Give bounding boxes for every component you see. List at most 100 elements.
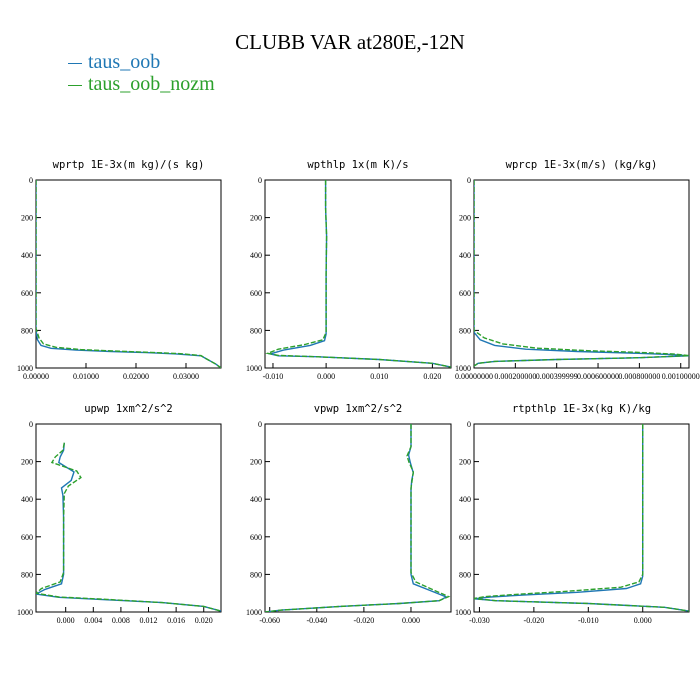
y-tick-label: 800	[21, 570, 33, 579]
x-tick-label: -0.040	[306, 616, 327, 625]
panel-4: upwp 1xm^2/s^2 0 200 400 600 800 1000 0.000 0.00…	[17, 403, 222, 625]
y-tick-label: 1000	[246, 608, 262, 617]
y-tick-label: 0	[258, 176, 262, 185]
y-tick-label: 0	[29, 176, 33, 185]
y-tick-label: 600	[21, 289, 33, 298]
y-tick-label: 400	[21, 251, 33, 260]
series-line-taus-oob-nozm	[36, 180, 221, 368]
series-line-taus-oob-nozm	[265, 424, 451, 612]
plot-frame	[473, 423, 690, 613]
y-tick-label: 200	[459, 214, 471, 223]
y-tick-label: 600	[250, 533, 262, 542]
y-tick-label: 800	[459, 570, 471, 579]
y-tick-label: 200	[21, 458, 33, 467]
x-tick-label: 0.000600000	[577, 372, 619, 381]
x-tick-label: 0.010	[370, 372, 388, 381]
x-tick-label: 0.03000	[173, 372, 199, 381]
series-line-taus-oob	[474, 424, 689, 612]
y-tick-label: 0	[258, 420, 262, 429]
y-tick-label: 200	[21, 214, 33, 223]
y-tick-label: 800	[250, 326, 262, 335]
x-tick-label: 0.012	[140, 616, 158, 625]
y-tick-label: 400	[459, 251, 471, 260]
y-tick-label: 1000	[17, 608, 33, 617]
series-line-taus-oob-nozm	[36, 442, 221, 612]
y-tick-label: 400	[459, 495, 471, 504]
y-tick-label: 0	[467, 420, 471, 429]
y-tick-label: 1000	[17, 364, 33, 373]
y-tick-label: 600	[250, 289, 262, 298]
series-line-taus-oob-nozm	[474, 424, 689, 612]
plot-frame	[264, 179, 452, 369]
y-tick-label: 1000	[246, 364, 262, 373]
x-tick-label: 0.020	[423, 372, 441, 381]
panel-1: wprtp 1E-3x(m kg)/(s kg) 0 200 400 600 800 100…	[17, 159, 222, 381]
y-tick-label: 600	[459, 289, 471, 298]
y-tick-label: 200	[250, 214, 262, 223]
legend-label-taus-oob: taus_oob	[88, 51, 161, 73]
series-line-taus-oob-nozm	[265, 180, 451, 368]
x-tick-label: 0.000	[634, 616, 652, 625]
x-tick-label: -0.060	[259, 616, 280, 625]
legend-entry-taus-oob-nozm: taus_oob_nozm	[68, 73, 215, 96]
panel-title: wprtp 1E-3x(m kg)/(s kg)	[53, 159, 205, 171]
x-tick-label: -0.020	[524, 616, 545, 625]
x-tick-label: -0.020	[354, 616, 375, 625]
x-tick-label: 0.02000	[123, 372, 149, 381]
plot-frame	[35, 179, 222, 369]
legend-swatch-taus-oob	[68, 62, 82, 64]
x-tick-label: 0.000399999	[536, 372, 578, 381]
plot-frame	[264, 423, 452, 613]
y-tick-label: 0	[29, 420, 33, 429]
y-tick-label: 600	[21, 533, 33, 542]
legend-label-taus-oob-nozm: taus_oob_nozm	[88, 73, 215, 95]
x-tick-label: 0.008	[112, 616, 130, 625]
panel-5: vpwp 1xm^2/s^2 0 200 400 600 800 1000-0.060 -0.…	[246, 403, 452, 625]
x-tick-label: 0.016	[167, 616, 185, 625]
y-tick-label: 800	[459, 326, 471, 335]
y-tick-label: 800	[250, 570, 262, 579]
y-tick-label: 400	[250, 251, 262, 260]
panel-6: rtpthlp 1E-3x(kg K)/kg02004006008001000-…	[455, 403, 690, 625]
x-tick-label: 0.00000	[23, 372, 49, 381]
series-line-taus-oob	[267, 180, 451, 368]
x-tick-label: 0.000	[57, 616, 75, 625]
y-tick-label: 1000	[455, 364, 471, 373]
y-tick-label: 200	[250, 458, 262, 467]
x-tick-label: 0.000	[402, 616, 420, 625]
y-tick-label: 800	[21, 326, 33, 335]
y-tick-label: 600	[459, 533, 471, 542]
x-tick-label: 0.00100000	[662, 372, 700, 381]
legend-swatch-taus-oob-nozm	[68, 84, 82, 86]
series-line-taus-oob	[474, 180, 689, 367]
y-tick-label: 0	[467, 176, 471, 185]
x-tick-label: 0.000	[317, 372, 335, 381]
y-tick-label: 400	[250, 495, 262, 504]
x-tick-label: 0.000200000	[494, 372, 536, 381]
figure-title: CLUBB VAR at280E,-12N	[235, 30, 465, 54]
panel-3: wprcp 1E-3x(m/s) (kg/kg) 0 200 400 600 800 100…	[455, 159, 700, 381]
x-tick-label: -0.030	[469, 616, 490, 625]
y-tick-label: 1000	[455, 608, 471, 617]
x-tick-label: 0.01000	[73, 372, 99, 381]
x-tick-label: 0.004	[84, 616, 102, 625]
legend-entry-taus-oob: taus_oob	[68, 51, 160, 74]
x-tick-label: -0.010	[578, 616, 599, 625]
plot-frame	[35, 423, 222, 613]
panel-2: wpthlp 1x(m K)/s 0 200 400 600 800 1000-0.010 0…	[246, 159, 452, 381]
panel-title: wpthlp 1x(m K)/s	[307, 159, 408, 171]
series-line-taus-oob	[36, 180, 221, 368]
panel-title: wprcp 1E-3x(m/s) (kg/kg)	[506, 159, 658, 171]
x-tick-label: 0.020	[195, 616, 213, 625]
x-tick-label: 0.00000000	[455, 372, 493, 381]
panel-title: rtpthlp 1E-3x(kg K)/kg	[512, 403, 651, 415]
x-tick-label: -0.010	[263, 372, 284, 381]
panel-title: vpwp 1xm^2/s^2	[314, 403, 403, 415]
x-tick-label: 0.000800000	[618, 372, 660, 381]
y-tick-label: 200	[459, 458, 471, 467]
series-line-taus-oob-nozm	[474, 180, 689, 367]
y-tick-label: 400	[21, 495, 33, 504]
panel-title: upwp 1xm^2/s^2	[84, 403, 173, 415]
plot-frame	[473, 179, 690, 369]
